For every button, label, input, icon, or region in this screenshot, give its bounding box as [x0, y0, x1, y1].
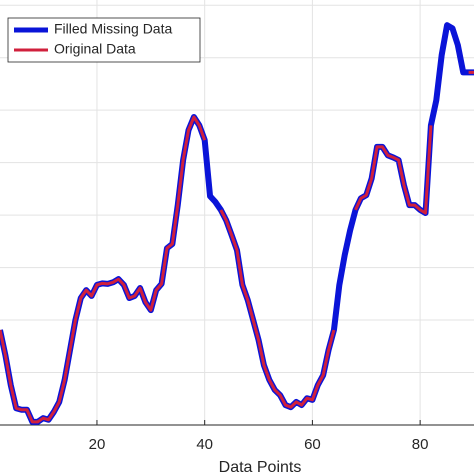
- x-tick-label: 20: [89, 436, 106, 453]
- legend-box: [7, 17, 201, 63]
- series-line: [0, 70, 474, 424]
- legend-label: Original Data: [54, 41, 136, 57]
- x-axis-label: Data Points: [219, 459, 302, 474]
- series-line: [0, 22, 474, 425]
- legend-label: Filled Missing Data: [54, 21, 172, 37]
- legend: Filled Missing Data Original Data: [7, 17, 201, 63]
- x-tick-label: 40: [196, 436, 213, 453]
- x-tick-label: 80: [412, 436, 429, 453]
- x-tick-label: 60: [304, 436, 321, 453]
